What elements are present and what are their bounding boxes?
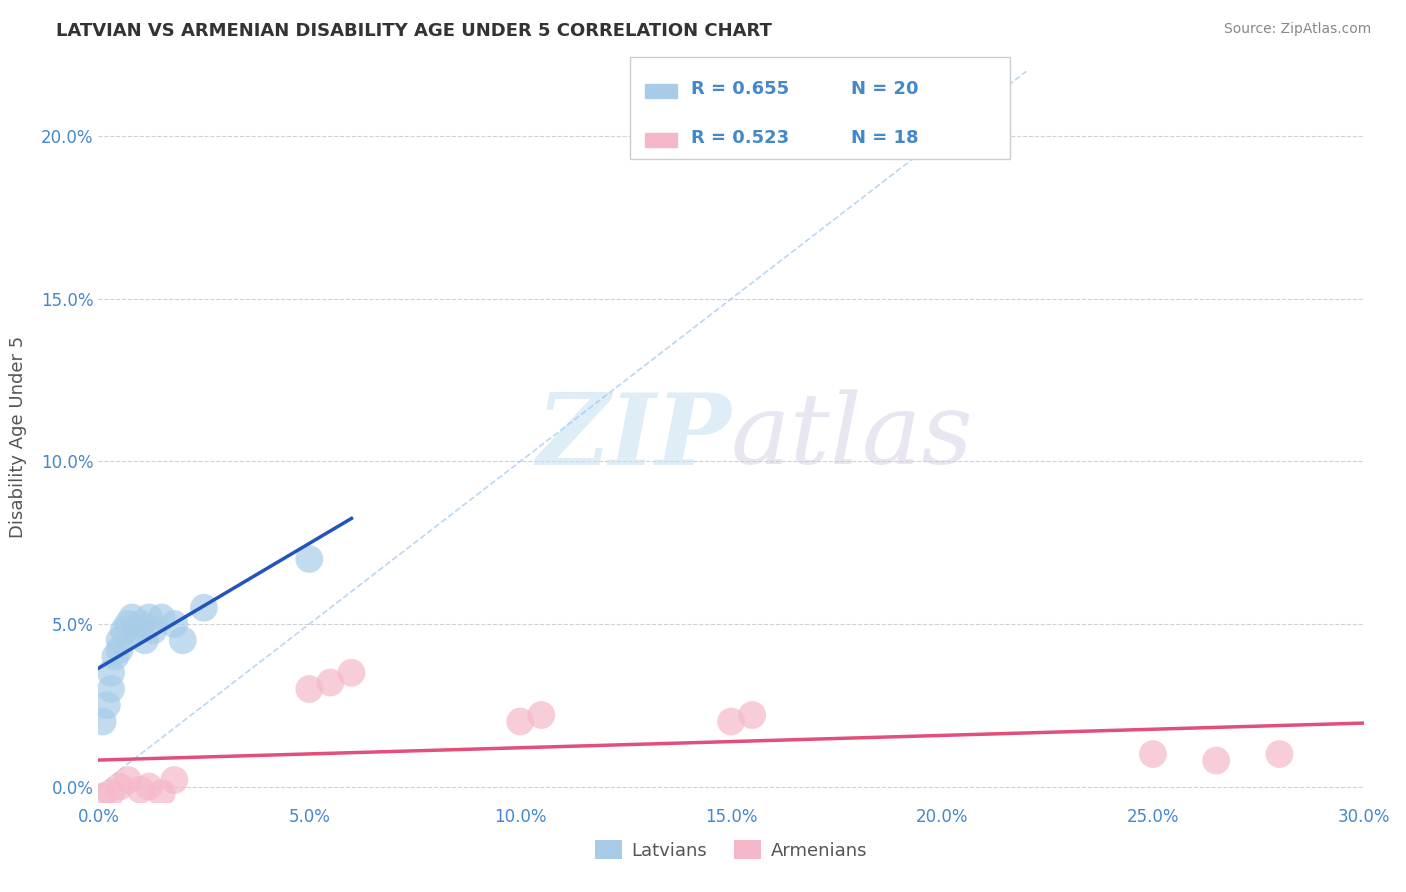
Point [117,772,139,787]
Point [193,600,215,615]
Text: N = 18: N = 18 [851,129,920,147]
Text: R = 0.655: R = 0.655 [690,80,789,98]
Point [298,552,321,566]
Point [117,617,139,632]
Point [298,681,321,696]
Point [319,675,342,690]
Text: N = 20: N = 20 [851,80,920,98]
Point [138,610,160,624]
Point [150,786,173,800]
Text: R = 0.523: R = 0.523 [690,129,789,147]
Point [1142,747,1164,761]
Point [129,617,152,632]
FancyBboxPatch shape [630,57,1010,159]
Point [163,772,186,787]
Point [96,698,118,713]
Point [121,610,143,624]
Text: LATVIAN VS ARMENIAN DISABILITY AGE UNDER 5 CORRELATION CHART: LATVIAN VS ARMENIAN DISABILITY AGE UNDER… [56,22,772,40]
Text: Source: ZipAtlas.com: Source: ZipAtlas.com [1223,22,1371,37]
Point [741,708,763,723]
FancyBboxPatch shape [645,133,676,147]
Point [1268,747,1291,761]
Y-axis label: Disability Age Under 5: Disability Age Under 5 [10,336,27,538]
Text: atlas: atlas [731,390,974,484]
Point [163,617,186,632]
Point [129,782,152,797]
Point [142,624,165,638]
Text: ZIP: ZIP [536,389,731,485]
Point [112,624,135,638]
Point [340,665,363,680]
Legend: Latvians, Armenians: Latvians, Armenians [588,833,875,867]
Point [125,624,148,638]
Point [150,610,173,624]
Point [1205,754,1227,768]
Point [104,649,127,664]
Point [172,633,194,648]
Point [720,714,742,729]
Point [91,789,114,804]
Point [100,665,122,680]
Point [108,780,131,794]
Point [100,681,122,696]
Point [108,633,131,648]
Point [138,780,160,794]
Point [100,786,122,800]
Point [530,708,553,723]
Point [509,714,531,729]
FancyBboxPatch shape [645,84,676,98]
Point [108,643,131,657]
Point [91,714,114,729]
Point [134,633,156,648]
